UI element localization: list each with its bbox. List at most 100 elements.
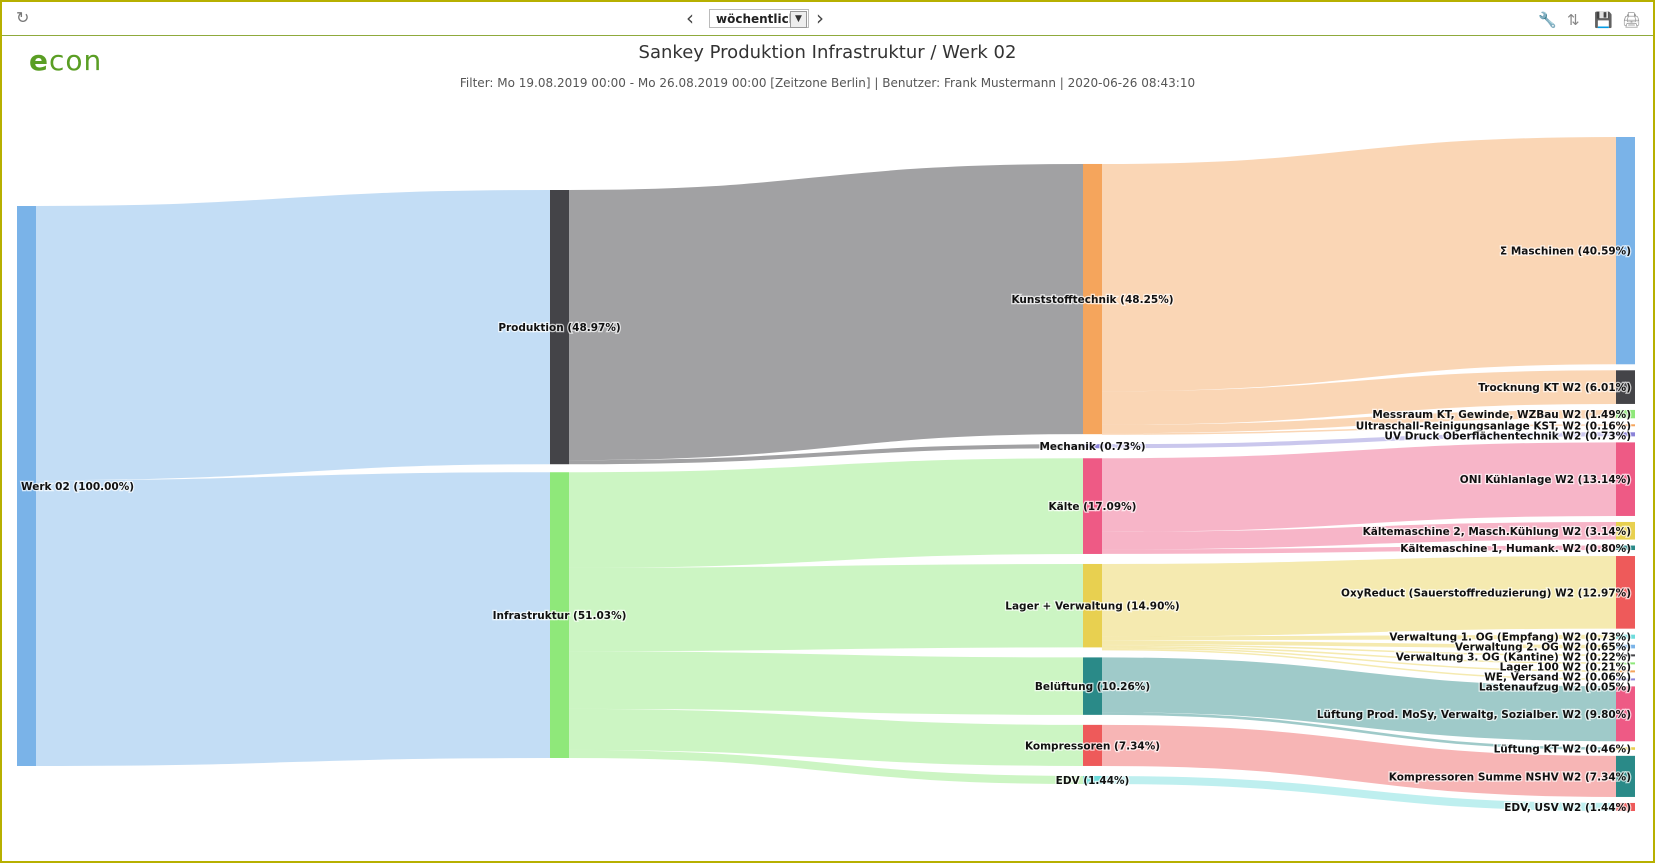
sankey-link-kunst-mess[interactable] bbox=[1101, 409, 1617, 434]
sankey-label-kompr: Kompressoren (7.34%) bbox=[1025, 740, 1160, 752]
sankey-node-prod[interactable] bbox=[550, 190, 569, 465]
sankey-link-belueft-lprod[interactable] bbox=[1101, 657, 1617, 742]
filter-info: Filter: Mo 19.08.2019 00:00 - Mo 26.08.2… bbox=[459, 76, 1196, 90]
sankey-label-trock: Trocknung KT W2 (6.01%) bbox=[1478, 382, 1631, 394]
sankey-label-kunst: Kunststofftechnik (48.25%) bbox=[1011, 294, 1173, 306]
sankey-link-kunst-masch[interactable] bbox=[1101, 136, 1617, 392]
sankey-node-v1[interactable] bbox=[1616, 634, 1635, 639]
sankey-link-lager-l100[interactable] bbox=[1101, 645, 1617, 664]
sankey-node-oxy[interactable] bbox=[1616, 556, 1635, 629]
sankey-link-werk-prod[interactable] bbox=[35, 190, 551, 481]
sankey-label-l100: Lager 100 W2 (0.21%) bbox=[1500, 662, 1631, 674]
sankey-link-edv-usv[interactable] bbox=[1101, 775, 1617, 812]
chevron-right-icon[interactable]: › bbox=[816, 6, 824, 30]
sankey-node-werk[interactable] bbox=[17, 206, 36, 766]
sankey-link-kompr-ksum[interactable] bbox=[1101, 724, 1617, 797]
sankey-link-kunst-ultra[interactable] bbox=[1101, 424, 1617, 435]
sankey-label-we: WE, Versand W2 (0.06%) bbox=[1484, 672, 1631, 684]
sankey-node-km2[interactable] bbox=[1616, 521, 1635, 540]
sankey-node-we[interactable] bbox=[1616, 670, 1635, 673]
sankey-label-oni: ONI Kühlanlage W2 (13.14%) bbox=[1460, 474, 1631, 486]
sankey-node-lager[interactable] bbox=[1083, 563, 1102, 648]
sankey-link-mech-uv[interactable] bbox=[1101, 432, 1617, 449]
sankey-node-edv[interactable] bbox=[1083, 775, 1102, 785]
sankey-link-lager-v2[interactable] bbox=[1101, 640, 1617, 649]
sankey-link-infra-kaelte[interactable] bbox=[568, 458, 1084, 568]
sankey-node-lasten[interactable] bbox=[1616, 678, 1635, 681]
sort-icon[interactable]: ⇅ bbox=[1567, 11, 1580, 29]
sankey-label-edv: EDV (1.44%) bbox=[1056, 775, 1130, 787]
sankey-link-infra-lager[interactable] bbox=[568, 563, 1084, 652]
sankey-label-prod: Produktion (48.97%) bbox=[498, 322, 620, 334]
sankey-link-lager-v3[interactable] bbox=[1101, 644, 1617, 656]
sankey-link-prod-mech[interactable] bbox=[568, 444, 1084, 465]
sankey-node-kaelte[interactable] bbox=[1083, 458, 1102, 554]
chevron-down-icon[interactable]: ▼ bbox=[790, 11, 807, 28]
sankey-link-belueft-lkt[interactable] bbox=[1101, 712, 1617, 750]
sankey-node-lkt[interactable] bbox=[1616, 747, 1635, 750]
sankey-label-lprod: Lüftung Prod. MoSy, Verwaltg, Sozialber.… bbox=[1317, 709, 1631, 721]
sankey-label-masch: Σ Maschinen (40.59%) bbox=[1500, 246, 1631, 258]
sankey-node-lprod[interactable] bbox=[1616, 686, 1635, 742]
page-title: Sankey Produktion Infrastruktur / Werk 0… bbox=[638, 42, 1017, 63]
chevron-left-icon[interactable]: ‹ bbox=[686, 6, 694, 30]
sankey-link-infra-belueft[interactable] bbox=[568, 651, 1084, 715]
sankey-node-uv[interactable] bbox=[1616, 432, 1635, 437]
sankey-node-kunst[interactable] bbox=[1083, 163, 1102, 435]
sankey-node-l100[interactable] bbox=[1616, 662, 1635, 665]
sankey-link-infra-edv[interactable] bbox=[568, 749, 1084, 785]
sankey-label-usv: EDV, USV W2 (1.44%) bbox=[1504, 802, 1631, 814]
sankey-link-kunst-trock[interactable] bbox=[1101, 370, 1617, 425]
sankey-link-lager-oxy[interactable] bbox=[1101, 556, 1617, 637]
save-icon[interactable]: 💾 bbox=[1594, 11, 1613, 29]
sankey-link-lager-lasten[interactable] bbox=[1101, 648, 1617, 680]
sankey-label-belueft: Belüftung (10.26%) bbox=[1035, 681, 1150, 693]
sankey-label-ksum: Kompressoren Summe NSHV W2 (7.34%) bbox=[1389, 771, 1631, 783]
sankey-label-infra: Infrastruktur (51.03%) bbox=[493, 610, 627, 622]
sankey-node-usv[interactable] bbox=[1616, 802, 1635, 812]
sankey-node-v2[interactable] bbox=[1616, 644, 1635, 649]
sankey-node-belueft[interactable] bbox=[1083, 657, 1102, 715]
sankey-link-kaelte-km1[interactable] bbox=[1101, 545, 1617, 554]
sankey-node-ksum[interactable] bbox=[1616, 755, 1635, 797]
sankey-link-prod-kunst[interactable] bbox=[568, 163, 1084, 461]
sankey-node-oni[interactable] bbox=[1616, 442, 1635, 516]
econ-logo: econ bbox=[29, 44, 103, 77]
period-select[interactable]: wöchentlich ▼ bbox=[709, 9, 809, 28]
toolbar: ↻ ‹ wöchentlich ▼ › 🔧 ⇅ 💾 🖨 bbox=[2, 2, 1653, 36]
sankey-label-mess: Messraum KT, Gewinde, WZBau W2 (1.49%) bbox=[1372, 409, 1631, 421]
sankey-link-lager-we[interactable] bbox=[1101, 647, 1617, 672]
sankey-node-kompr[interactable] bbox=[1083, 724, 1102, 766]
print-icon[interactable]: 🖨 bbox=[1622, 11, 1642, 29]
sankey-label-lasten: Lastenaufzug W2 (0.05%) bbox=[1479, 682, 1631, 694]
sankey-link-werk-infra[interactable] bbox=[35, 472, 551, 766]
sankey-link-kaelte-km2[interactable] bbox=[1101, 521, 1617, 550]
sankey-node-mess[interactable] bbox=[1616, 409, 1635, 419]
sankey-node-ultra[interactable] bbox=[1616, 424, 1635, 427]
sankey-node-km1[interactable] bbox=[1616, 545, 1635, 551]
sankey-label-v3: Verwaltung 3. OG (Kantine) W2 (0.22%) bbox=[1396, 652, 1631, 664]
sankey-label-mech: Mechanik (0.73%) bbox=[1039, 441, 1145, 453]
sankey-link-kaelte-oni[interactable] bbox=[1101, 442, 1617, 532]
sankey-label-lkt: Lüftung KT W2 (0.46%) bbox=[1494, 744, 1631, 756]
refresh-icon[interactable]: ↻ bbox=[16, 8, 30, 27]
period-value: wöchentlich bbox=[716, 12, 798, 26]
sankey-node-trock[interactable] bbox=[1616, 370, 1635, 404]
sankey-label-lager: Lager + Verwaltung (14.90%) bbox=[1005, 601, 1179, 613]
sankey-link-lager-v1[interactable] bbox=[1101, 634, 1617, 641]
wrench-icon[interactable]: 🔧 bbox=[1538, 11, 1557, 29]
sankey-node-mech[interactable] bbox=[1083, 444, 1102, 449]
sankey-node-masch[interactable] bbox=[1616, 136, 1635, 365]
sankey-label-km2: Kältemaschine 2, Masch.Kühlung W2 (3.14%… bbox=[1363, 526, 1631, 538]
sankey-label-uv: UV Druck Oberflächentechnik W2 (0.73%) bbox=[1384, 430, 1631, 442]
sankey-label-werk: Werk 02 (100.00%) bbox=[21, 481, 134, 493]
sankey-label-v2: Verwaltung 2. OG W2 (0.65%) bbox=[1455, 642, 1631, 654]
sankey-label-oxy: OxyReduct (Sauerstoffreduzierung) W2 (12… bbox=[1341, 587, 1631, 599]
sankey-label-ultra: Ultraschall-Reinigungsanlage KST, W2 (0.… bbox=[1356, 420, 1631, 432]
sankey-node-v3[interactable] bbox=[1616, 654, 1635, 657]
sankey-node-infra[interactable] bbox=[550, 472, 569, 758]
sankey-label-v1: Verwaltung 1. OG (Empfang) W2 (0.73%) bbox=[1389, 632, 1631, 644]
sankey-link-infra-kompr[interactable] bbox=[568, 708, 1084, 766]
